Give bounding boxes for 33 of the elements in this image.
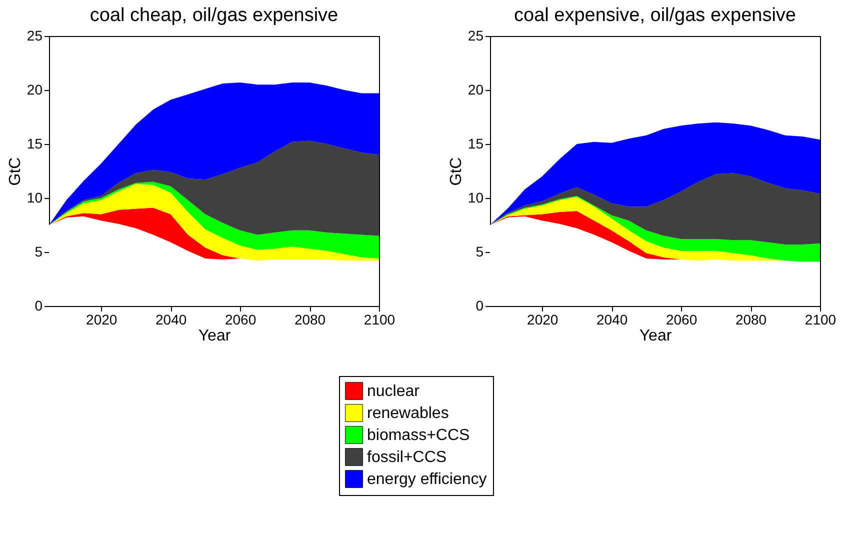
x-tick-label: 2100 (364, 312, 396, 328)
y-axis-title: GtC (448, 157, 465, 186)
y-tick-label: 25 (26, 28, 43, 44)
y-tick-label: 5 (476, 244, 484, 260)
legend-label: biomass+CCS (367, 427, 470, 444)
y-tick-label: 0 (476, 298, 484, 314)
y-tick-label: 5 (34, 244, 43, 260)
legend-label: fossil+CCS (367, 449, 447, 466)
y-tick-label: 25 (468, 28, 484, 44)
y-axis-title: GtC (6, 157, 24, 186)
legend-label: energy efficiency (367, 471, 487, 488)
legend-label: renewables (367, 405, 449, 422)
x-tick-label: 2080 (294, 312, 326, 328)
y-tick-label: 10 (26, 190, 43, 206)
y-tick-label: 10 (468, 190, 484, 206)
x-tick-label: 2060 (666, 312, 698, 328)
x-tick-label: 2040 (596, 312, 628, 328)
x-axis-title: Year (198, 328, 232, 344)
y-tick-label: 0 (34, 298, 43, 314)
y-tick-label: 15 (26, 136, 43, 152)
legend-label: nuclear (367, 383, 420, 400)
chart-title: coal expensive, oil/gas expensive (514, 5, 796, 26)
x-tick-label: 2100 (804, 312, 836, 328)
x-tick-label: 2060 (224, 312, 256, 328)
y-tick-label: 20 (26, 82, 43, 98)
x-tick-label: 2040 (156, 312, 187, 328)
x-tick-label: 2080 (735, 312, 767, 328)
y-tick-label: 20 (468, 82, 484, 98)
x-tick-label: 2020 (527, 312, 558, 328)
y-tick-label: 15 (468, 136, 484, 152)
x-axis-title: Year (639, 328, 672, 344)
x-tick-label: 2020 (86, 312, 118, 328)
chart-title: coal cheap, oil/gas expensive (90, 5, 338, 26)
